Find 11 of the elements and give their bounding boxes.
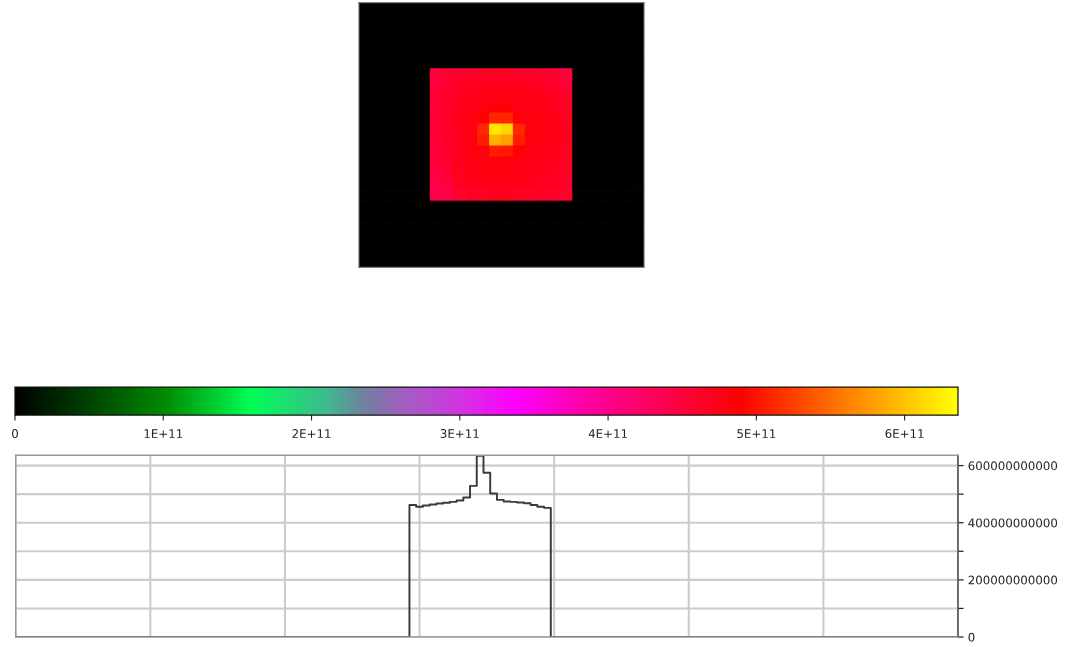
color-bar-label: 3E+11 (440, 429, 479, 439)
color-bar-label: 4E+11 (588, 429, 627, 438)
color-bar-label: 2E+11 (292, 429, 331, 438)
y-tick-label: 400000000000 (968, 518, 1058, 528)
y-tick-label: 200000000000 (968, 575, 1058, 585)
y-tick-label: 600000000000 (968, 461, 1058, 471)
color-bar-label: 5E+11 (737, 429, 776, 439)
color-bar-label: 1E+11 (144, 429, 183, 438)
color-bar-label: 6E+11 (885, 429, 924, 439)
color-bar-label: 0 (12, 429, 18, 439)
y-tick-label: 0 (968, 632, 975, 642)
